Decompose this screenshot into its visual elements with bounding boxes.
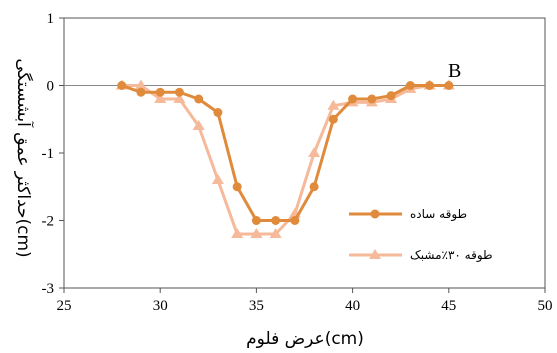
panel-label: B (448, 60, 461, 82)
data-point (251, 216, 261, 225)
data-point (386, 91, 396, 101)
series-0 (117, 81, 454, 225)
x-axis-ticks: 25 30 35 40 45 50 (57, 288, 553, 314)
data-point (232, 182, 242, 192)
y-tick-label: 0 (47, 79, 55, 95)
data-point (328, 114, 338, 124)
y-tick-label: -1 (42, 146, 55, 162)
data-point (290, 216, 300, 225)
y-axis-title: حداکثر عمق آبشستگی(cm) (13, 58, 35, 257)
legend-marker-plain-collar (370, 209, 380, 219)
data-point (174, 87, 184, 97)
data-point (213, 108, 223, 117)
series-line-0 (121, 84, 449, 222)
data-point (155, 87, 165, 97)
x-tick-label: 40 (345, 298, 360, 314)
data-point (271, 216, 281, 225)
data-point (231, 228, 244, 238)
legend: طوقه ساده طوقه ۳۰٪مشبک (349, 207, 493, 263)
series-1 (115, 79, 455, 238)
legend-marker-mesh-collar (369, 249, 381, 259)
data-point (250, 228, 263, 238)
y-axis-ticks: 1 0 -1 -2 -3 (42, 11, 64, 297)
data-point (425, 81, 435, 90)
series-line-1 (121, 84, 449, 236)
x-tick-label: 50 (538, 298, 553, 314)
data-point (444, 81, 454, 90)
data-point (154, 93, 167, 103)
x-tick-label: 25 (57, 298, 72, 314)
x-tick-label: 30 (153, 298, 168, 314)
data-point (327, 99, 340, 110)
data-point (192, 120, 205, 130)
data-point (173, 93, 186, 103)
data-point (136, 87, 146, 97)
x-tick-label: 45 (441, 298, 456, 314)
series-layer (115, 79, 455, 238)
data-point (134, 79, 147, 90)
x-tick-label: 35 (249, 298, 264, 314)
y-tick-label: -2 (42, 214, 55, 230)
y-tick-label: -3 (42, 281, 55, 297)
data-point (117, 81, 127, 90)
x-axis-title: عرض فلوم(cm) (246, 329, 364, 349)
data-point (309, 182, 319, 192)
data-point (367, 94, 377, 104)
data-point (194, 94, 204, 104)
legend-label-plain-collar: طوقه ساده (410, 207, 467, 222)
data-point (308, 147, 321, 157)
data-point (269, 228, 282, 238)
y-tick-label: 1 (47, 11, 55, 27)
data-point (211, 174, 224, 184)
data-point (405, 81, 415, 90)
data-point (348, 94, 358, 104)
legend-label-mesh-collar: طوقه ۳۰٪مشبک (410, 248, 493, 263)
